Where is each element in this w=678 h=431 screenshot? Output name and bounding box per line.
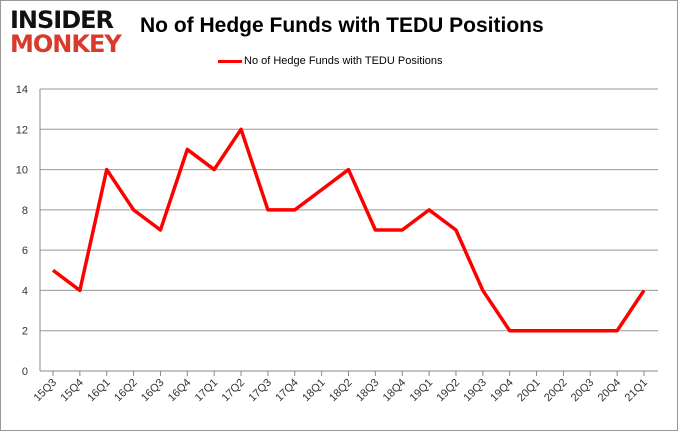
y-tick-label: 0	[22, 366, 28, 378]
x-tick-label: 19Q4	[488, 377, 516, 405]
chart-title: No of Hedge Funds with TEDU Positions	[140, 14, 544, 37]
x-tick-label: 16Q3	[139, 377, 167, 405]
x-tick-label: 15Q3	[32, 377, 60, 405]
x-tick-label: 16Q4	[166, 377, 194, 405]
legend-swatch	[218, 59, 242, 63]
x-tick-label: 17Q3	[247, 377, 275, 405]
x-tick-label: 20Q1	[515, 377, 543, 405]
logo-insider: INSIDER	[10, 6, 114, 34]
legend: No of Hedge Funds with TEDU Positions	[218, 55, 443, 67]
series-line	[51, 127, 646, 333]
x-tick-label: 20Q3	[569, 377, 597, 405]
logo-monkey: MONKEY	[10, 30, 122, 58]
y-tick-label: 12	[16, 124, 28, 136]
x-tick-label: 15Q4	[58, 377, 86, 405]
x-tick-label: 18Q4	[381, 377, 409, 405]
x-tick-label: 18Q2	[327, 377, 355, 405]
x-tick-label: 17Q4	[273, 377, 301, 405]
y-tick-label: 14	[16, 84, 28, 96]
y-tick-label: 8	[22, 205, 28, 217]
legend-label: No of Hedge Funds with TEDU Positions	[244, 55, 443, 67]
y-tick-label: 6	[22, 245, 28, 257]
x-tick-label: 19Q1	[408, 377, 436, 405]
x-tick-label: 18Q1	[300, 377, 328, 405]
x-tick-label: 19Q3	[461, 377, 489, 405]
y-tick-label: 10	[16, 165, 28, 177]
x-tick-label: 16Q2	[112, 377, 140, 405]
x-tick-label: 19Q2	[435, 377, 463, 405]
x-tick-label: 20Q2	[542, 377, 570, 405]
x-tick-label: 17Q1	[193, 377, 221, 405]
y-tick-label: 2	[22, 326, 28, 338]
x-tick-label: 21Q1	[623, 377, 651, 405]
x-tick-label: 20Q4	[596, 377, 624, 405]
x-tick-label: 17Q2	[220, 377, 248, 405]
y-tick-label: 4	[22, 285, 28, 297]
x-tick-label: 18Q3	[354, 377, 382, 405]
x-tick-label: 16Q1	[85, 377, 113, 405]
